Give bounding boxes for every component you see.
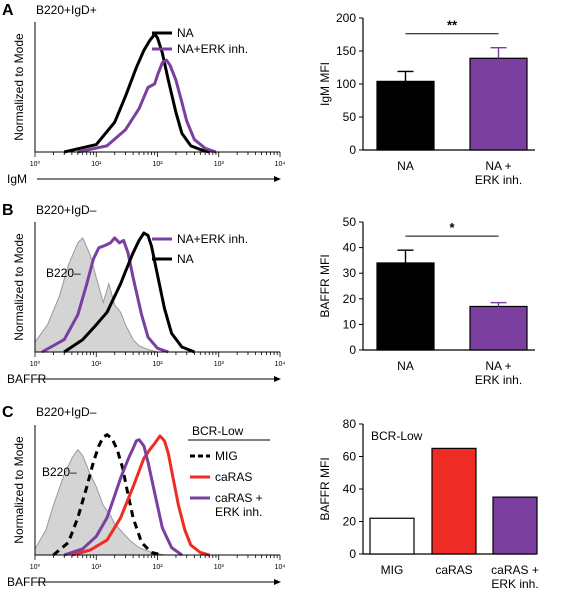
bar [376, 80, 435, 151]
bar-y-tick-label: 40 [343, 482, 357, 496]
histogram-series-na [63, 32, 210, 154]
bar-y-tick-label: 30 [343, 266, 357, 280]
histogram-x-tick-label: 10⁴ [275, 361, 286, 368]
histogram-x-axis-label: BAFFR [7, 372, 47, 386]
legend-entry-label: NA+ERK inh. [177, 232, 248, 246]
histogram-x-tick-label: 10¹ [91, 361, 102, 368]
bar-y-tick-label: 40 [343, 241, 357, 255]
bar-y-tick-label: 50 [343, 215, 357, 229]
histogram-series-b220 [34, 237, 158, 353]
legend-entry-label: ERK inh. [215, 505, 262, 519]
bar-y-tick-label: 200 [336, 11, 356, 25]
bar-y-tick-label: 10 [343, 317, 357, 331]
histogram-x-tick-label: 10⁰ [30, 160, 41, 168]
bar [369, 517, 415, 555]
legend-entry-label: caRAS [215, 470, 252, 484]
legend-entry-label: NA [177, 26, 194, 40]
histogram-a: 10⁰ 10¹ 10² 10³ 10⁴ Normalized to Mode IgM NA NA… [7, 22, 285, 186]
histogram-x-arrow-head [274, 176, 281, 182]
bar-category-label: caRAS [435, 563, 472, 577]
histogram-x-tick-label: 10⁴ [275, 564, 286, 571]
histogram-x-tick-label: 10² [152, 361, 163, 368]
bar-y-tick-label: 0 [349, 143, 356, 157]
histogram-x-arrow-head [274, 376, 281, 382]
bar [469, 57, 528, 151]
bar-y-axis-label: BAFFR MFI [318, 457, 332, 520]
histogram-x-arrow-head [274, 579, 281, 585]
bar-chart-title: BCR-Low [371, 429, 423, 443]
bar-category-label: ERK inh. [475, 173, 522, 187]
bar-y-tick-label: 0 [349, 547, 356, 561]
histogram-x-tick-label: 10² [152, 564, 163, 571]
bar-y-tick-label: 20 [343, 292, 357, 306]
bar-category-label: MIG [381, 563, 404, 577]
histogram-x-tick-label: 10⁰ [30, 563, 41, 571]
bar-y-tick-label: 0 [349, 343, 356, 357]
bar-y-tick-label: 150 [336, 44, 356, 58]
bar-y-tick-label: 60 [343, 450, 357, 464]
bar-y-axis-label: IgM MFI [318, 62, 332, 106]
bar-category-label: NA + [485, 359, 511, 373]
bar-chart-c: 0 20 40 60 80 BAFFR MFI BCR-Low MIG caRAS caRAS +… [318, 417, 539, 590]
gate-label-a: B220+IgD+ [36, 3, 97, 17]
bar [469, 305, 528, 351]
histogram-x-tick-label: 10⁴ [275, 161, 286, 168]
bar-category-label: ERK inh. [475, 373, 522, 387]
histogram-y-axis-label: Normalized to Mode [12, 436, 26, 544]
histogram-x-tick-label: 10³ [214, 564, 225, 571]
legend-entry-label: MIG [215, 449, 238, 463]
gate-label-b: B220+IgD– [36, 203, 97, 217]
panel-letter-a: A [2, 2, 14, 19]
histogram-series-mig [52, 433, 163, 557]
shaded-population-label: B220– [42, 465, 77, 479]
panel-letter-c: C [2, 404, 14, 421]
legend-entry-label: caRAS + [215, 491, 263, 505]
gate-label-c: B220+IgD– [36, 405, 97, 419]
bar-y-axis-label: BAFFR MFI [318, 254, 332, 317]
histogram-x-axis-label: BAFFR [7, 575, 47, 589]
bar [376, 262, 435, 351]
histogram-y-axis-label: Normalized to Mode [12, 33, 26, 141]
bar-chart-b: 0 10 20 30 40 50 BAFFR MFI NA NA +ERK inh. * [318, 215, 535, 387]
bar-category-label: NA [397, 159, 414, 173]
histogram-y-axis-label: Normalized to Mode [12, 233, 26, 341]
histogram-x-tick-label: 10⁰ [30, 360, 41, 368]
significance-marker: ** [447, 18, 458, 33]
bar-category-label: NA [397, 359, 414, 373]
histogram-b: 10⁰ 10¹ 10² 10³ 10⁴ Normalized to Mode BAFFR B2… [7, 222, 285, 386]
bar [431, 447, 477, 555]
histogram-series-na [63, 231, 195, 354]
bar-category-label: ERK inh. [491, 577, 538, 590]
legend-entry-label: NA+ERK inh. [177, 42, 248, 56]
legend-title: BCR-Low [192, 424, 244, 438]
panel-b: B B220+IgD– 10⁰ 10¹ 10² 10³ 10⁴ Normalized to… [2, 202, 535, 387]
bar-chart-a: 0 50 100 150 200 IgM MFI NA NA +ERK inh. ** [318, 11, 535, 187]
bar [492, 496, 538, 555]
shaded-population-label: B220– [46, 266, 81, 280]
panel-letter-b: B [2, 202, 14, 219]
histogram-series-caras [71, 434, 210, 557]
bar-y-tick-label: 100 [336, 77, 356, 91]
histogram-series-na-erk-inh [77, 58, 217, 154]
bar-y-tick-label: 50 [343, 110, 357, 124]
histogram-x-tick-label: 10¹ [91, 161, 102, 168]
bar-category-label: caRAS + [491, 563, 539, 577]
histogram-x-axis-label: IgM [7, 172, 27, 186]
histogram-x-tick-label: 10¹ [91, 564, 102, 571]
bar-y-tick-label: 20 [343, 515, 357, 529]
panel-c: C B220+IgD– 10⁰ 10¹ 10² 10³ 10⁴ Normalized to… [2, 404, 539, 590]
histogram-x-tick-label: 10³ [214, 361, 225, 368]
bar-y-tick-label: 80 [343, 417, 357, 431]
histogram-x-tick-label: 10³ [214, 161, 225, 168]
legend-entry-label: NA [177, 252, 194, 266]
significance-marker: * [449, 220, 455, 235]
histogram-x-tick-label: 10² [152, 161, 163, 168]
histogram-c: 10⁰ 10¹ 10² 10³ 10⁴ Normalized to Mode BAFFR B2… [7, 424, 285, 589]
panel-a: A B220+IgD+ 10⁰ 10¹ 10² 10³ 10⁴ Normalized to… [2, 2, 535, 187]
bar-category-label: NA + [485, 159, 511, 173]
histogram-series-na-erk-inh [41, 236, 169, 354]
histogram-series-caras-erk-inh [63, 438, 183, 557]
